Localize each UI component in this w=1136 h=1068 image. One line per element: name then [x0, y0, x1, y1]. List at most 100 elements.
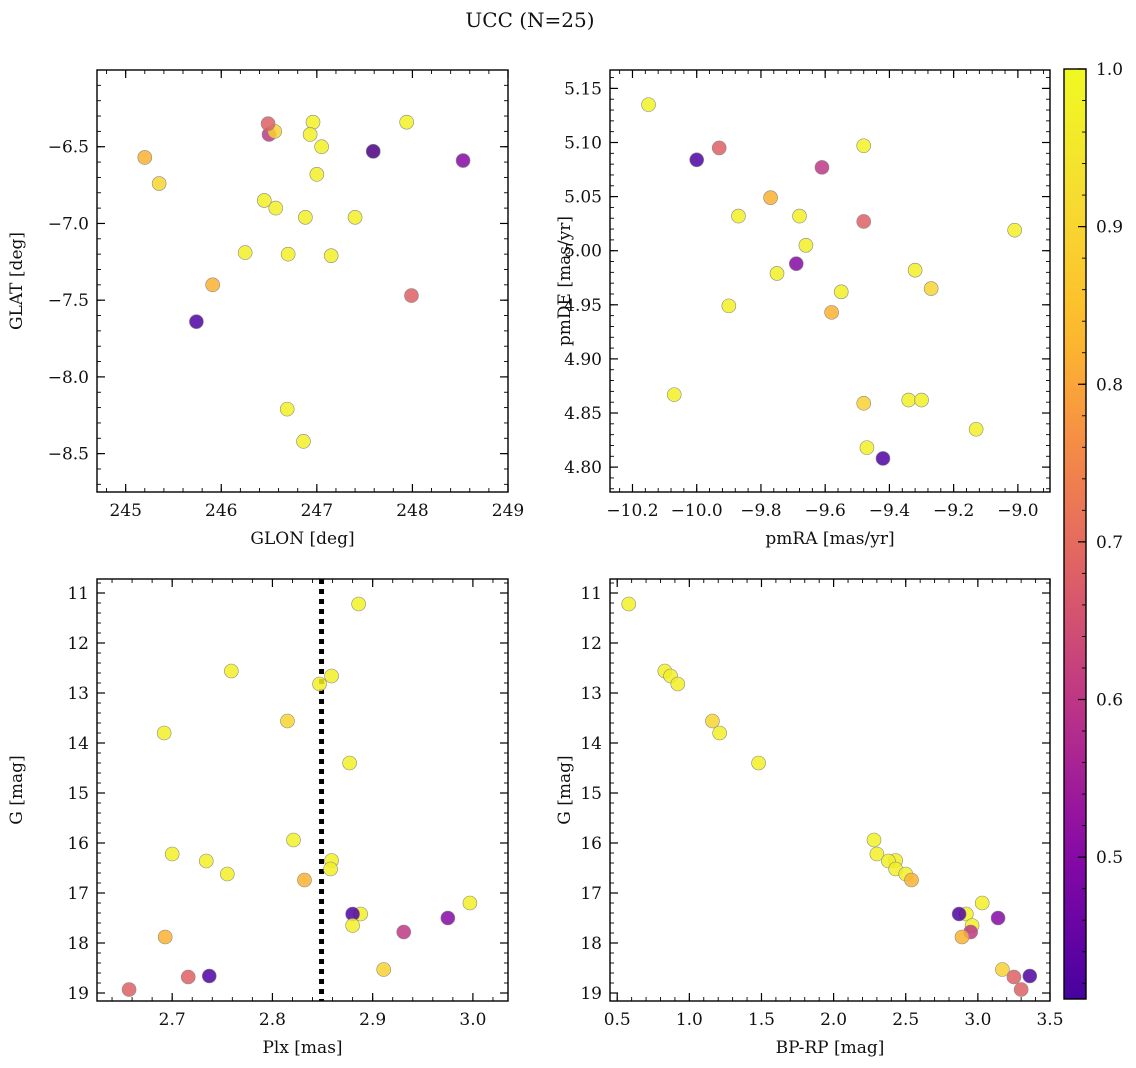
data-point	[951, 906, 967, 922]
data-point	[1007, 222, 1022, 238]
x-tick-label: 247	[301, 501, 333, 521]
data-point	[342, 755, 357, 771]
x-tick-label: 3.0	[964, 1010, 991, 1030]
data-point	[156, 725, 172, 741]
y-tick-label: −6.5	[48, 138, 89, 158]
data-point	[990, 910, 1006, 926]
x-tick-label: 2.0	[820, 1010, 847, 1030]
y-tick-label: 12	[580, 634, 602, 654]
x-tick-label: −9.6	[805, 501, 846, 521]
y-tick-label: 13	[580, 684, 602, 704]
y-axis-label: pmDE [mas/yr]	[555, 216, 575, 346]
x-tick-label: 2.7	[159, 1010, 186, 1030]
colorbar-tick-label: 0.9	[1096, 218, 1123, 238]
data-point	[376, 962, 391, 977]
data-point	[189, 314, 204, 329]
x-tick-label: 2.8	[259, 1010, 286, 1030]
data-point	[309, 167, 325, 182]
data-point	[180, 969, 196, 985]
y-tick-label: 14	[580, 734, 602, 754]
data-point	[440, 910, 456, 926]
axes-frame	[96, 69, 509, 493]
data-point	[1013, 982, 1029, 997]
data-point	[968, 421, 984, 437]
data-point	[347, 210, 363, 225]
y-tick-label: 17	[580, 884, 602, 904]
y-tick-label: 4.80	[564, 458, 602, 478]
data-point	[157, 929, 173, 945]
x-tick-label: 245	[109, 501, 141, 521]
x-tick-label: −10.0	[671, 501, 723, 521]
panel-pmra-pmde: −10.2 −10.0 −9.8 −9.6 −9.4 −9.2 −9.0 5.15 5.10 5.…	[555, 69, 1051, 549]
y-tick-label: 5.00	[564, 242, 602, 262]
data-point	[312, 676, 327, 692]
data-point	[279, 401, 295, 417]
x-tick-label: 246	[205, 501, 237, 521]
data-point	[901, 392, 916, 408]
panel-plx-g: 2.7 2.8 2.9 3.0 11 12 13 14 15 16 17 18 19 Plx [mas] G…	[7, 578, 509, 1058]
data-point	[856, 138, 872, 154]
data-point	[399, 114, 414, 130]
data-point	[237, 245, 253, 260]
y-tick-label: 19	[67, 984, 89, 1004]
y-axis-label: G [mag]	[7, 755, 27, 824]
y-tick-label: 5.05	[564, 188, 602, 208]
y-tick-label: 19	[580, 984, 602, 1004]
data-point	[1022, 968, 1038, 984]
data-point	[205, 277, 220, 293]
data-point	[462, 895, 478, 911]
x-tick-label: −9.4	[869, 501, 910, 521]
data-point	[137, 150, 153, 165]
data-point	[731, 208, 746, 224]
data-point	[689, 152, 705, 168]
x-tick-label: −9.0	[997, 501, 1038, 521]
x-axis-label: GLON [deg]	[250, 529, 354, 549]
y-tick-label: −7.0	[48, 214, 89, 234]
y-tick-label: 18	[580, 934, 602, 954]
data-point	[351, 596, 366, 612]
y-tick-label: 4.95	[564, 296, 602, 316]
data-point	[396, 924, 412, 940]
colorbar: 0.5 0.6 0.7 0.8 0.9 1.0	[1063, 60, 1123, 1000]
y-tick-label: 11	[67, 584, 89, 604]
y-tick-label: 5.10	[564, 133, 602, 153]
y-tick-label: 11	[580, 584, 602, 604]
panel-glon-glat: 245 246 247 248 249 −6.5 −7.0 −7.5 −8.0 −8.5 GLON …	[7, 69, 524, 549]
scatter-panels: 245 246 247 248 249 −6.5 −7.0 −7.5 −8.0 −8.5 GLON …	[7, 69, 1064, 1058]
data-point	[824, 305, 839, 320]
data-point	[914, 392, 929, 408]
data-point	[455, 153, 471, 168]
data-point	[856, 214, 872, 229]
data-point	[256, 193, 272, 208]
data-point	[907, 262, 923, 278]
axes-frame	[96, 578, 509, 1002]
data-point	[641, 97, 656, 112]
data-point	[875, 451, 891, 466]
panel-bprp-g: 0.5 1.0 1.5 2.0 2.5 3.0 3.5 11 12 13 14 15 16 17 18 19 B…	[555, 578, 1064, 1058]
data-point	[621, 596, 637, 612]
colorbar-tick-label: 0.6	[1096, 691, 1123, 711]
figure-title: UCC (N=25)	[465, 8, 594, 32]
data-point	[324, 668, 339, 684]
data-point	[268, 200, 284, 216]
data-point	[365, 144, 381, 159]
data-point	[297, 872, 312, 888]
data-point	[814, 160, 830, 175]
x-tick-label: 248	[396, 501, 428, 521]
data-point	[705, 713, 720, 729]
data-point	[954, 929, 970, 945]
data-point	[345, 918, 360, 933]
data-point	[712, 725, 727, 741]
y-tick-label: −8.0	[48, 368, 89, 388]
data-point	[904, 872, 919, 888]
data-point	[280, 713, 295, 729]
data-point	[792, 208, 807, 224]
colorbar-tick-label: 0.7	[1096, 533, 1123, 553]
data-point	[314, 139, 329, 155]
x-tick-label: −10.2	[606, 501, 658, 521]
x-tick-label: 0.5	[604, 1010, 631, 1030]
y-axis-label: GLAT [deg]	[7, 232, 27, 330]
x-tick-label: 3.0	[459, 1010, 486, 1030]
x-tick-label: 2.9	[359, 1010, 386, 1030]
x-tick-label: 2.5	[892, 1010, 919, 1030]
